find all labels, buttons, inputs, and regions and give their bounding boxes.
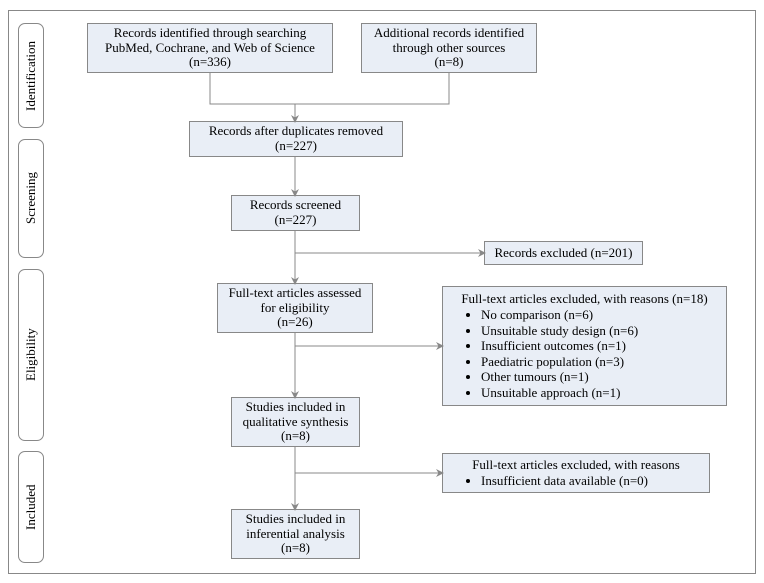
node-line: PubMed, Cochrane, and Web of Science [105,41,315,56]
node-other-sources: Additional records identified through ot… [361,23,537,73]
node-fulltext-excluded-reasons-2: Full-text articles excluded, with reason… [442,453,710,493]
arrow [210,73,295,121]
node-qualitative-synthesis: Studies included in qualitative synthesi… [231,397,360,447]
node-records-excluded: Records excluded (n=201) [484,241,643,265]
node-line: Records screened [250,198,341,213]
node-line: (n=8) [281,541,310,556]
reason-item: Insufficient outcomes (n=1) [481,338,638,354]
node-fulltext-assessed: Full-text articles assessed for eligibil… [217,283,373,333]
node-line: Records after duplicates removed [209,124,383,139]
phase-label: Screening [23,173,39,225]
node-database-search: Records identified through searching Pub… [87,23,333,73]
reason-item: Unsuitable study design (n=6) [481,323,638,339]
node-line: Records excluded (n=201) [494,245,632,261]
phase-label: Identification [23,40,39,110]
node-line: Studies included in [246,400,346,415]
reason-list: No comparison (n=6) Unsuitable study des… [453,307,638,401]
node-screened: Records screened (n=227) [231,195,360,231]
node-line: through other sources [393,41,506,56]
node-line: Full-text articles assessed [229,286,362,301]
reason-item: Other tumours (n=1) [481,369,638,385]
reason-item: No comparison (n=6) [481,307,638,323]
phase-identification: Identification [18,23,44,128]
arrow [295,73,449,104]
node-line: (n=227) [275,213,317,228]
node-line: qualitative synthesis [243,415,349,430]
phase-label: Eligibility [23,329,39,382]
node-inferential-analysis: Studies included in inferential analysis… [231,509,360,559]
node-line: inferential analysis [246,527,345,542]
phase-screening: Screening [18,139,44,258]
reason-item: Insufficient data available (n=0) [481,473,648,489]
node-line: Records identified through searching [114,26,306,41]
node-after-dedup: Records after duplicates removed (n=227) [189,121,403,157]
node-line: (n=8) [281,429,310,444]
phase-included: Included [18,451,44,563]
node-title: Full-text articles excluded, with reason… [472,457,680,473]
node-line: (n=227) [275,139,317,154]
reason-list: Insufficient data available (n=0) [453,473,648,489]
node-line: for eligibility [261,301,330,316]
phase-label: Included [23,484,39,529]
node-line: (n=26) [277,315,313,330]
diagram-frame: Identification Screening Eligibility Inc… [8,10,756,574]
node-fulltext-excluded-reasons: Full-text articles excluded, with reason… [442,286,727,406]
reason-item: Unsuitable approach (n=1) [481,385,638,401]
node-line: (n=336) [189,55,231,70]
node-line: Studies included in [246,512,346,527]
node-title: Full-text articles excluded, with reason… [461,291,707,307]
reason-item: Paediatric population (n=3) [481,354,638,370]
phase-eligibility: Eligibility [18,269,44,441]
node-line: (n=8) [435,55,464,70]
node-line: Additional records identified [374,26,524,41]
